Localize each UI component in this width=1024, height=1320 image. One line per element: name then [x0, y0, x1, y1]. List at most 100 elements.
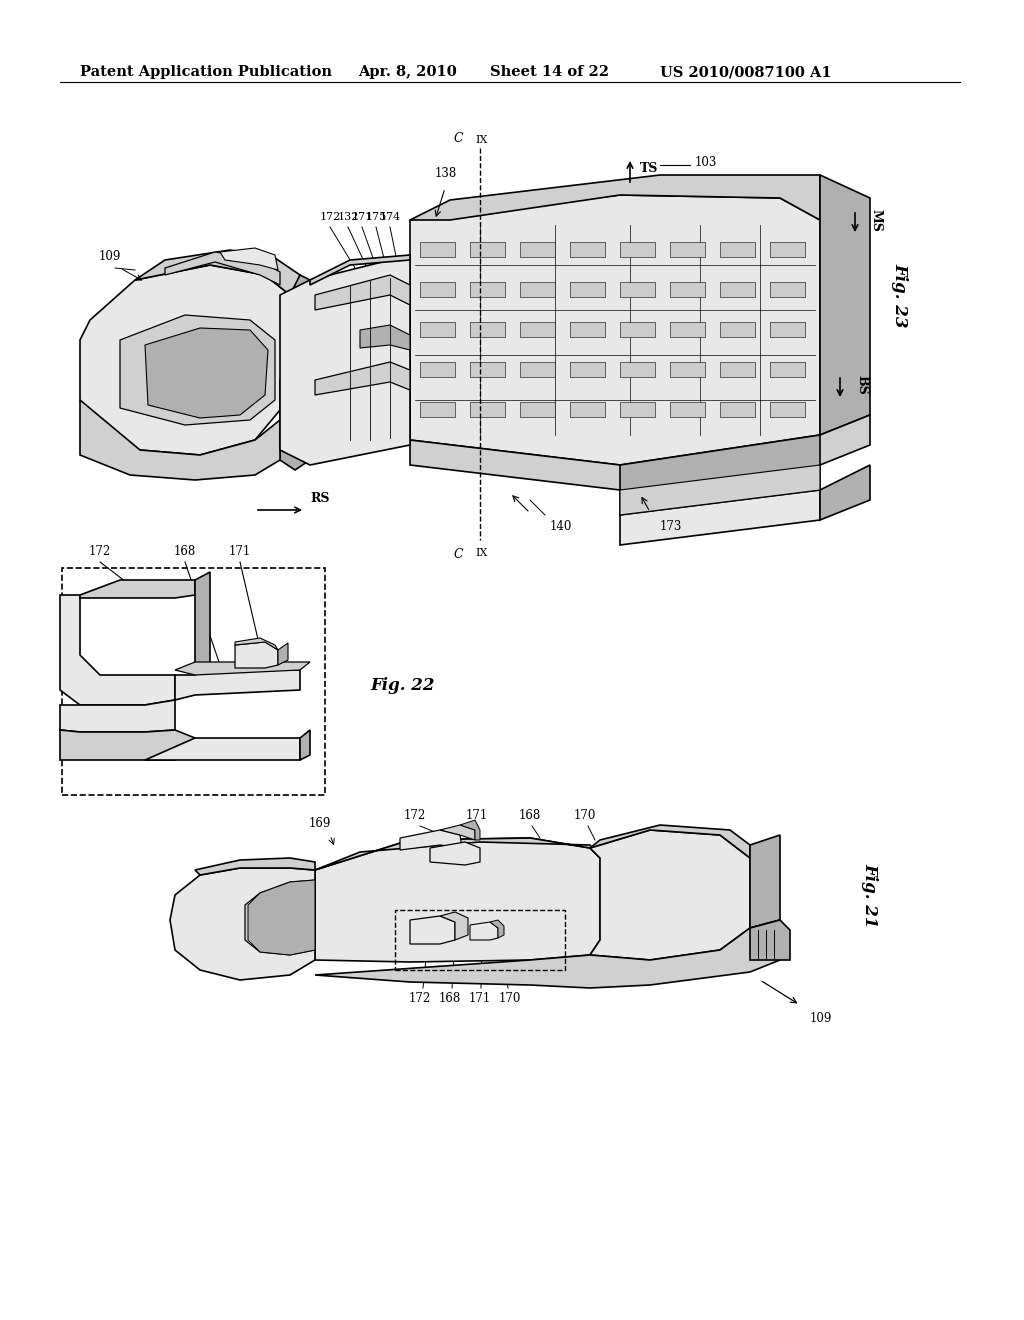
Polygon shape: [310, 255, 410, 285]
Polygon shape: [670, 282, 705, 297]
Polygon shape: [315, 838, 600, 870]
Text: 140: 140: [550, 520, 572, 533]
Text: 168: 168: [519, 809, 541, 822]
Polygon shape: [720, 282, 755, 297]
Polygon shape: [300, 730, 310, 760]
Polygon shape: [770, 242, 805, 257]
Text: Sheet 14 of 22: Sheet 14 of 22: [490, 65, 609, 79]
FancyBboxPatch shape: [62, 568, 325, 795]
Polygon shape: [460, 820, 480, 840]
Polygon shape: [165, 252, 280, 285]
Polygon shape: [570, 322, 605, 337]
Polygon shape: [410, 176, 820, 220]
Polygon shape: [315, 362, 410, 395]
Polygon shape: [770, 282, 805, 297]
Polygon shape: [620, 436, 820, 515]
Text: Fig. 23: Fig. 23: [892, 263, 908, 327]
Polygon shape: [470, 921, 498, 940]
Polygon shape: [195, 858, 315, 875]
Polygon shape: [410, 414, 870, 490]
Text: 172: 172: [89, 545, 112, 558]
Polygon shape: [410, 195, 820, 465]
Polygon shape: [60, 595, 175, 705]
Polygon shape: [570, 282, 605, 297]
Polygon shape: [420, 322, 455, 337]
Text: 109: 109: [98, 249, 121, 263]
Text: TS: TS: [640, 161, 658, 174]
Polygon shape: [720, 322, 755, 337]
Polygon shape: [750, 836, 780, 928]
Text: 171: 171: [351, 213, 373, 222]
Polygon shape: [620, 490, 820, 545]
Polygon shape: [430, 842, 480, 865]
Polygon shape: [440, 912, 468, 940]
Polygon shape: [170, 869, 315, 979]
Polygon shape: [470, 282, 505, 297]
Text: 173: 173: [660, 520, 682, 533]
Polygon shape: [820, 465, 870, 520]
Text: 171: 171: [466, 809, 488, 822]
Polygon shape: [590, 830, 750, 960]
Text: IX: IX: [475, 135, 487, 145]
Text: 172: 172: [319, 213, 341, 222]
Text: 175: 175: [366, 213, 387, 222]
Polygon shape: [520, 362, 555, 378]
Polygon shape: [570, 403, 605, 417]
Polygon shape: [470, 322, 505, 337]
Polygon shape: [670, 242, 705, 257]
Polygon shape: [470, 242, 505, 257]
Polygon shape: [620, 282, 655, 297]
Polygon shape: [400, 830, 462, 850]
Text: 109: 109: [810, 1012, 833, 1026]
Polygon shape: [278, 643, 288, 665]
Text: Fig. 21: Fig. 21: [861, 863, 879, 927]
Text: 138: 138: [435, 168, 458, 180]
Text: 169: 169: [309, 817, 331, 830]
Text: MS: MS: [870, 209, 883, 231]
Polygon shape: [770, 322, 805, 337]
Polygon shape: [245, 880, 315, 954]
Polygon shape: [490, 920, 504, 939]
Polygon shape: [620, 242, 655, 257]
Polygon shape: [750, 920, 790, 960]
Polygon shape: [195, 572, 210, 675]
Text: BS: BS: [855, 375, 868, 395]
Polygon shape: [234, 642, 278, 668]
Text: IX: IX: [475, 548, 487, 558]
Polygon shape: [280, 255, 410, 465]
Polygon shape: [520, 322, 555, 337]
Polygon shape: [670, 362, 705, 378]
Polygon shape: [770, 403, 805, 417]
Text: Fig. 22: Fig. 22: [370, 676, 434, 693]
Text: Patent Application Publication: Patent Application Publication: [80, 65, 332, 79]
Text: 170: 170: [573, 809, 596, 822]
Polygon shape: [315, 275, 410, 310]
Polygon shape: [60, 730, 195, 760]
Text: 171: 171: [469, 993, 492, 1005]
Text: 171: 171: [229, 545, 251, 558]
Polygon shape: [360, 325, 410, 350]
Polygon shape: [670, 403, 705, 417]
Text: 132: 132: [337, 213, 358, 222]
Polygon shape: [590, 825, 750, 858]
Text: 168: 168: [439, 993, 461, 1005]
Polygon shape: [145, 738, 300, 760]
Polygon shape: [520, 403, 555, 417]
Polygon shape: [175, 663, 310, 675]
Polygon shape: [470, 362, 505, 378]
Text: Apr. 8, 2010: Apr. 8, 2010: [358, 65, 457, 79]
Polygon shape: [420, 403, 455, 417]
Polygon shape: [248, 880, 315, 954]
Polygon shape: [570, 242, 605, 257]
Polygon shape: [720, 403, 755, 417]
Polygon shape: [234, 638, 278, 649]
Polygon shape: [770, 362, 805, 378]
Text: 168: 168: [174, 545, 197, 558]
Polygon shape: [220, 248, 278, 271]
Polygon shape: [720, 242, 755, 257]
Polygon shape: [620, 362, 655, 378]
Polygon shape: [410, 916, 455, 944]
Polygon shape: [620, 322, 655, 337]
Text: C: C: [454, 548, 463, 561]
Polygon shape: [80, 265, 300, 455]
